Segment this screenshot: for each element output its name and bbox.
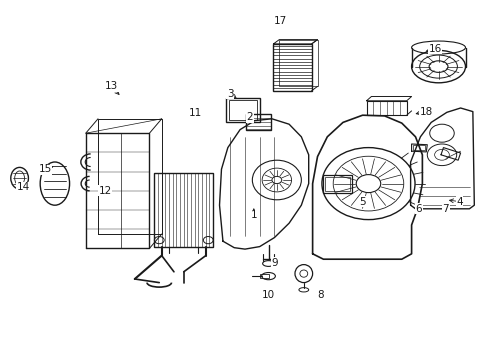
Bar [154, 173, 213, 247]
Text: 14: 14 [17, 182, 30, 192]
Text: 17: 17 [273, 16, 287, 26]
Text: 4: 4 [456, 197, 463, 207]
Text: 5: 5 [359, 197, 366, 207]
Text: 11: 11 [188, 108, 202, 118]
Text: 12: 12 [98, 186, 112, 196]
Text: 9: 9 [271, 258, 278, 268]
Bar [325, 177, 350, 191]
Bar [279, 40, 318, 86]
Text: 1: 1 [250, 210, 257, 220]
Text: 2: 2 [246, 112, 253, 122]
Bar [260, 274, 269, 278]
Bar [323, 175, 352, 193]
Bar [229, 100, 257, 120]
Bar [413, 145, 425, 150]
Bar [273, 44, 312, 91]
Text: 15: 15 [38, 164, 52, 174]
Bar [367, 101, 407, 115]
Text: 3: 3 [227, 89, 234, 99]
Text: 6: 6 [416, 204, 422, 214]
Text: 18: 18 [419, 107, 433, 117]
Bar [226, 98, 260, 122]
Text: 13: 13 [105, 81, 119, 91]
Text: 16: 16 [428, 44, 442, 54]
Text: 7: 7 [442, 204, 449, 214]
Text: 8: 8 [318, 290, 324, 300]
Text: 10: 10 [262, 290, 275, 300]
Bar [246, 114, 271, 130]
